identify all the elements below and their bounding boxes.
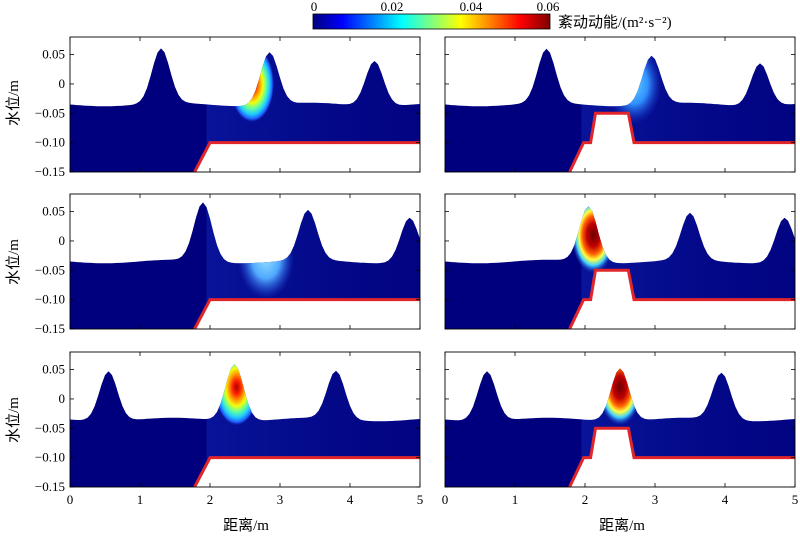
x-tick-label: 4 <box>347 492 354 507</box>
x-tick-label: 2 <box>207 492 214 507</box>
structure <box>194 299 420 329</box>
x-axis-label: 距离/m <box>223 517 269 534</box>
x-tick-label: 0 <box>67 492 74 507</box>
bed-line <box>193 141 420 172</box>
tke-hotspot <box>230 48 274 122</box>
y-axis-label: 水位/m <box>5 239 22 285</box>
y-tick-label: 0 <box>59 233 66 248</box>
structure <box>194 457 420 487</box>
axes-frame <box>69 193 421 330</box>
tke-hotspot <box>571 206 616 274</box>
x-tick-label: 2 <box>582 492 589 507</box>
y-tick-label: 0.05 <box>42 47 65 62</box>
x-tick-label: 1 <box>512 492 519 507</box>
x-tick-label: 4 <box>722 492 729 507</box>
panel-3-left: 0 1 2 3 4 5 0.05 0 −0.05 −0.10 −0.15 <box>35 351 424 507</box>
y-tick-label: −0.15 <box>35 321 65 336</box>
colorbar: 0 0.02 0.04 0.06 紊动动能/(m²·s⁻²) <box>311 0 672 31</box>
tke-hotspot <box>214 364 259 426</box>
colorbar-tick: 0.06 <box>537 0 560 14</box>
y-tick-label: −0.10 <box>35 450 65 465</box>
y-tick-label: −0.10 <box>35 135 65 150</box>
y-tick-label: −0.05 <box>35 420 65 435</box>
x-tick-label: 1 <box>137 492 144 507</box>
axes-frame <box>444 193 796 330</box>
y-tick-label: 0.05 <box>42 204 65 219</box>
tke-hotspot <box>238 218 294 299</box>
colorbar-tick: 0.04 <box>460 0 483 14</box>
bed-line <box>568 426 795 487</box>
x-axis-label: 距离/m <box>599 517 645 534</box>
x-tick-label: 0 <box>442 492 449 507</box>
y-tick-label: −0.15 <box>35 164 65 179</box>
colorbar-tick: 0 <box>311 0 318 14</box>
structure <box>194 142 420 172</box>
axes-frame <box>69 351 421 488</box>
x-tick-label: 5 <box>417 492 424 507</box>
tke-hotspot <box>598 368 642 426</box>
axes-frame <box>69 36 421 173</box>
x-tick-label: 3 <box>652 492 659 507</box>
bed-line <box>568 111 795 172</box>
panel-2-left: 0.05 0 −0.05 −0.10 −0.15 <box>35 193 421 336</box>
y-axis-label: 水位/m <box>5 397 22 443</box>
y-tick-label: −0.05 <box>35 262 65 277</box>
x-tick-label: 5 <box>792 492 799 507</box>
y-tick-label: 0 <box>59 76 66 91</box>
bed-line <box>568 268 795 329</box>
panel-1-left: 0.05 0 −0.05 −0.10 −0.15 <box>35 36 421 179</box>
panel-2-right <box>444 193 796 330</box>
bed-line <box>193 456 420 487</box>
y-tick-label: −0.05 <box>35 105 65 120</box>
bed-line <box>193 298 420 329</box>
colorbar-gradient <box>312 13 551 30</box>
axes-frame <box>444 351 796 488</box>
y-tick-label: 0.05 <box>42 362 65 377</box>
x-tick-label: 3 <box>277 492 284 507</box>
panel-1-right <box>444 36 796 173</box>
y-tick-label: −0.15 <box>35 479 65 494</box>
y-tick-label: −0.10 <box>35 292 65 307</box>
colorbar-tick: 0.02 <box>381 0 404 14</box>
y-tick-label: 0 <box>59 391 66 406</box>
axes-frame <box>444 36 796 173</box>
panel-3-right: 0 1 2 3 4 5 <box>442 351 799 507</box>
colorbar-label: 紊动动能/(m²·s⁻²) <box>558 13 672 31</box>
y-axis-label: 水位/m <box>5 80 22 126</box>
